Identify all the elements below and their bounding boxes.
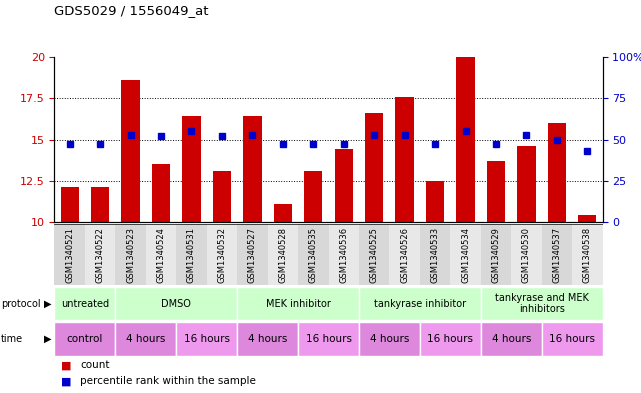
Bar	[243, 116, 262, 222]
Text: 4 hours: 4 hours	[370, 334, 409, 344]
Text: 4 hours: 4 hours	[492, 334, 531, 344]
Bar	[85, 224, 115, 285]
Bar	[395, 97, 413, 222]
Text: GSM1340535: GSM1340535	[309, 227, 318, 283]
Text: MEK inhibitor: MEK inhibitor	[265, 299, 331, 309]
Bar	[517, 146, 535, 222]
Text: GSM1340525: GSM1340525	[370, 227, 379, 283]
Bar	[54, 322, 115, 356]
Text: control: control	[67, 334, 103, 344]
Bar	[115, 287, 237, 320]
Bar	[389, 224, 420, 285]
Bar	[542, 224, 572, 285]
Bar	[304, 171, 322, 222]
Text: count: count	[80, 360, 110, 371]
Text: 4 hours: 4 hours	[126, 334, 165, 344]
Text: GSM1340533: GSM1340533	[431, 227, 440, 283]
Bar	[146, 224, 176, 285]
Text: 16 hours: 16 hours	[428, 334, 473, 344]
Bar	[54, 287, 115, 320]
Bar	[54, 224, 85, 285]
Bar	[487, 161, 505, 222]
Text: GSM1340521: GSM1340521	[65, 227, 74, 283]
Bar	[122, 80, 140, 222]
Bar	[182, 116, 201, 222]
Bar	[213, 171, 231, 222]
Bar	[176, 224, 206, 285]
Text: GSM1340523: GSM1340523	[126, 227, 135, 283]
Bar	[298, 224, 328, 285]
Bar	[481, 322, 542, 356]
Bar	[359, 287, 481, 320]
Bar	[547, 123, 566, 222]
Bar	[206, 224, 237, 285]
Bar	[176, 322, 237, 356]
Text: GSM1340538: GSM1340538	[583, 227, 592, 283]
Text: ■: ■	[61, 360, 71, 371]
Text: DMSO: DMSO	[162, 299, 191, 309]
Text: untreated: untreated	[61, 299, 109, 309]
Text: ▶: ▶	[44, 299, 51, 309]
Bar	[91, 187, 109, 222]
Bar	[237, 224, 268, 285]
Text: tankyrase inhibitor: tankyrase inhibitor	[374, 299, 466, 309]
Bar	[267, 224, 298, 285]
Bar	[61, 187, 79, 222]
Text: GSM1340524: GSM1340524	[156, 227, 165, 283]
Text: 4 hours: 4 hours	[248, 334, 287, 344]
Bar	[359, 224, 389, 285]
Bar	[542, 322, 603, 356]
Text: GSM1340527: GSM1340527	[248, 227, 257, 283]
Bar	[481, 224, 511, 285]
Text: GSM1340536: GSM1340536	[339, 227, 348, 283]
Bar	[359, 322, 420, 356]
Bar	[578, 215, 596, 222]
Bar	[152, 164, 171, 222]
Bar	[115, 322, 176, 356]
Bar	[511, 224, 542, 285]
Text: 16 hours: 16 hours	[184, 334, 229, 344]
Text: GSM1340522: GSM1340522	[96, 227, 104, 283]
Text: GSM1340534: GSM1340534	[461, 227, 470, 283]
Bar	[420, 224, 450, 285]
Bar	[115, 224, 146, 285]
Text: ▶: ▶	[44, 334, 51, 344]
Bar	[274, 204, 292, 222]
Text: protocol: protocol	[1, 299, 40, 309]
Text: GDS5029 / 1556049_at: GDS5029 / 1556049_at	[54, 4, 209, 17]
Text: 16 hours: 16 hours	[306, 334, 351, 344]
Text: GSM1340537: GSM1340537	[553, 227, 562, 283]
Bar	[328, 224, 359, 285]
Text: percentile rank within the sample: percentile rank within the sample	[80, 376, 256, 386]
Bar	[481, 287, 603, 320]
Bar	[237, 287, 359, 320]
Bar	[298, 322, 359, 356]
Text: GSM1340531: GSM1340531	[187, 227, 196, 283]
Text: GSM1340530: GSM1340530	[522, 227, 531, 283]
Text: GSM1340526: GSM1340526	[400, 227, 409, 283]
Bar	[450, 224, 481, 285]
Bar	[426, 181, 444, 222]
Text: tankyrase and MEK
inhibitors: tankyrase and MEK inhibitors	[495, 293, 588, 314]
Bar	[572, 224, 603, 285]
Text: time: time	[1, 334, 23, 344]
Text: GSM1340532: GSM1340532	[217, 227, 226, 283]
Bar	[335, 149, 353, 222]
Bar	[365, 113, 383, 222]
Text: GSM1340529: GSM1340529	[492, 227, 501, 283]
Bar	[237, 322, 298, 356]
Bar	[420, 322, 481, 356]
Text: 16 hours: 16 hours	[549, 334, 595, 344]
Bar	[456, 57, 474, 222]
Text: ■: ■	[61, 376, 71, 386]
Text: GSM1340528: GSM1340528	[278, 227, 287, 283]
